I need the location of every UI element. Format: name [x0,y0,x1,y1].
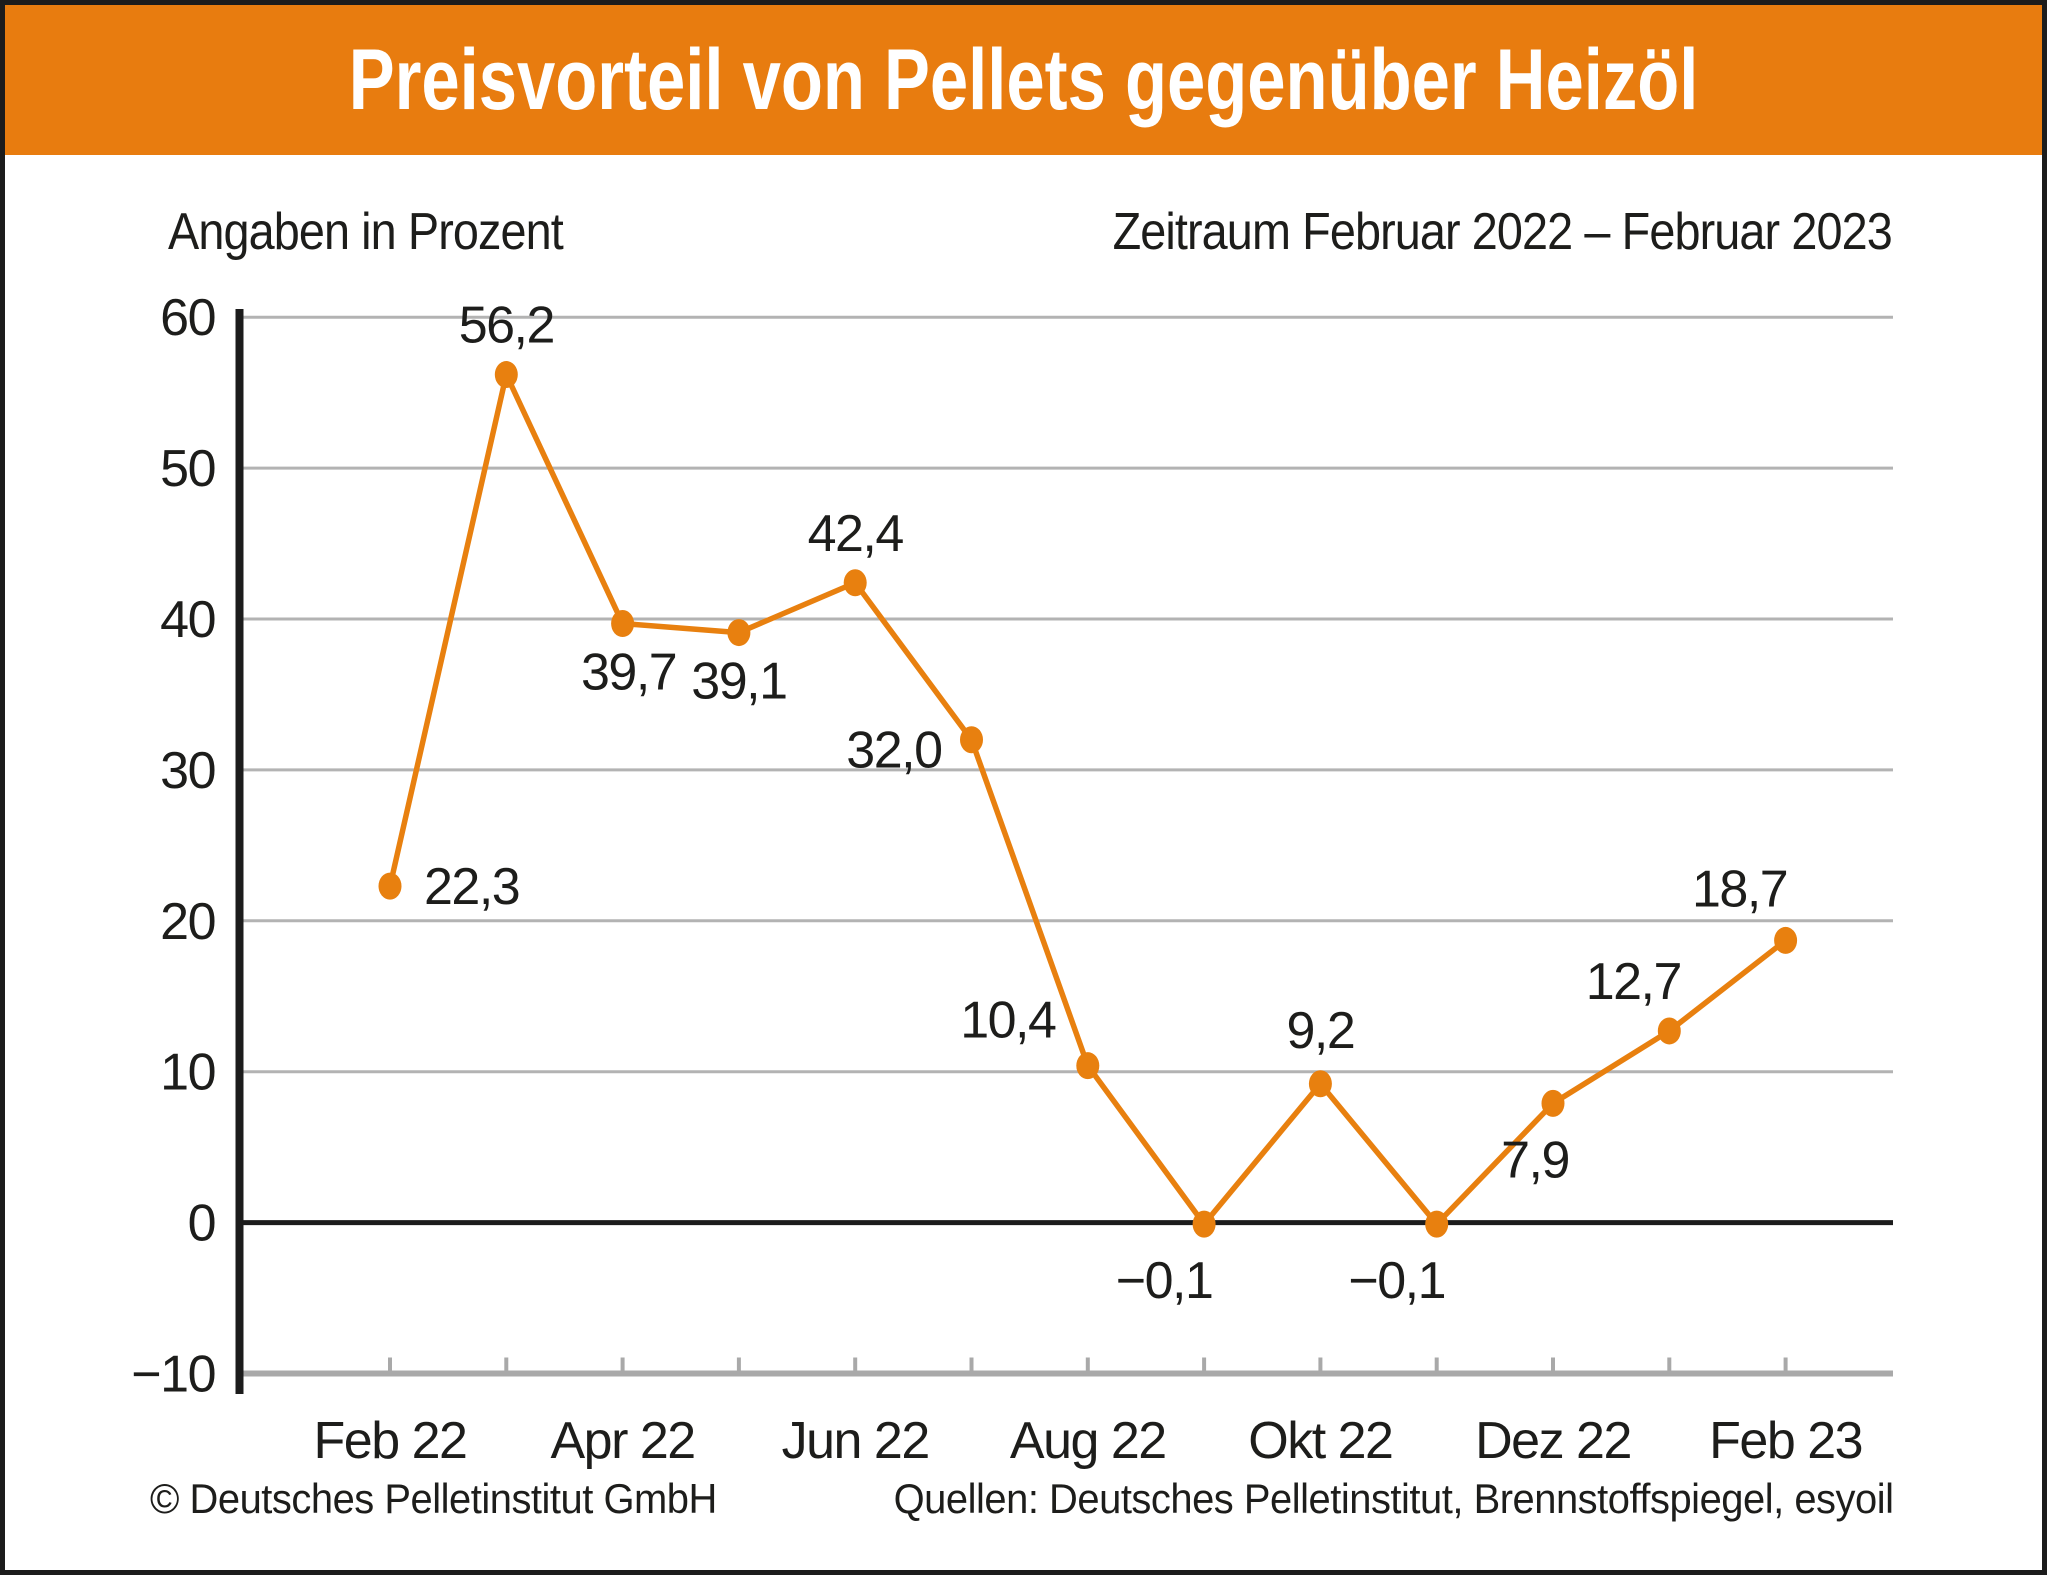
data-point-label: −0,1 [1116,1252,1213,1310]
x-tick-label: Okt 22 [1248,1412,1392,1470]
data-point-label: 22,3 [424,858,519,916]
data-point-label: 32,0 [846,722,941,780]
y-tick-label: 60 [160,289,215,347]
y-tick-label: 10 [160,1044,215,1102]
title-banner: Preisvorteil von Pellets gegenüber Heizö… [5,5,2042,155]
x-tick-label: Dez 22 [1475,1412,1631,1470]
x-tick-label: Aug 22 [1010,1412,1166,1470]
data-point-marker [494,361,518,389]
sources-note: Quellen: Deutsches Pelletinstitut, Brenn… [893,1475,1893,1522]
data-point-marker [843,569,867,597]
y-tick-label: 50 [160,440,215,498]
data-point-marker [611,610,635,638]
y-tick-label: 40 [160,591,215,649]
data-point-marker [960,726,983,754]
data-point-label: 42,4 [808,505,904,563]
data-point-label: 39,7 [581,644,676,702]
data-point-label: −0,1 [1348,1252,1445,1310]
x-tick-label: Feb 23 [1709,1412,1862,1470]
data-point-label: 39,1 [691,653,786,711]
series-line [387,371,1789,1227]
data-point-marker [1192,1210,1216,1238]
data-point-label: 10,4 [960,992,1056,1050]
data-point-marker [1541,1089,1565,1117]
y-tick-label: 30 [160,742,215,800]
data-point-label: 12,7 [1586,953,1681,1011]
y-tick-label: 20 [160,893,215,951]
data-point-label: 18,7 [1692,860,1787,918]
y-tick-label: 0 [188,1195,215,1253]
period-subtitle: Zeitraum Februar 2022 – Februar 2023 [1112,203,1893,261]
data-point-marker [1076,1052,1100,1080]
data-point-marker [1425,1210,1449,1238]
copyright-note: © Deutsches Pelletinstitut GmbH [150,1475,717,1522]
data-point-marker [1308,1070,1332,1098]
unit-subtitle: Angaben in Prozent [168,203,564,261]
data-point-label: 56,2 [459,297,554,355]
data-point-marker [727,619,751,647]
data-point-label: 9,2 [1287,1002,1355,1060]
data-point-marker [378,872,402,900]
x-tick-label: Jun 22 [782,1412,929,1470]
y-tick-label: −10 [131,1346,215,1404]
x-tick-label: Feb 22 [314,1412,467,1470]
data-point-marker [1774,926,1798,954]
x-tick-label: Apr 22 [550,1412,694,1470]
page-title: Preisvorteil von Pellets gegenüber Heizö… [348,31,1699,128]
data-point-label: 7,9 [1501,1131,1569,1189]
data-point-marker [1657,1017,1681,1045]
